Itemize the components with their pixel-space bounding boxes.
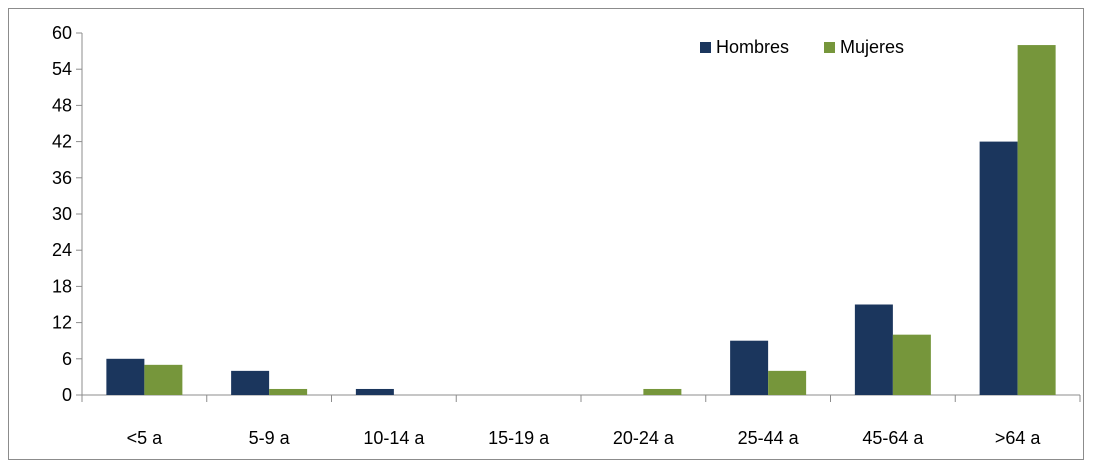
bars	[106, 45, 1056, 396]
y-tick-label: 18	[52, 276, 72, 296]
x-tick-label: 15-19 a	[488, 428, 550, 448]
bar-mujeres-1	[269, 388, 308, 395]
x-axis: <5 a 5-9 a 10-14 a 15-19 a 20-24 a 25-44 a 45-…	[81, 394, 1081, 448]
y-tick-label: 48	[52, 95, 72, 115]
legend-swatch-hombres	[700, 42, 711, 53]
x-tick-label: 45-64 a	[862, 428, 924, 448]
y-tick-label: 12	[52, 313, 72, 333]
legend-label-mujeres: Mujeres	[840, 37, 904, 57]
x-tick-label: 20-24 a	[613, 428, 675, 448]
y-tick-label: 0	[62, 385, 72, 405]
y-tick-label: 6	[62, 349, 72, 369]
bar-hombres-5	[730, 340, 769, 395]
bar-mujeres-5	[768, 370, 807, 395]
bar-hombres-0	[106, 358, 145, 395]
y-tick-label: 24	[52, 240, 72, 260]
bar-mujeres-4	[643, 388, 682, 395]
bar-hombres-7	[979, 141, 1018, 395]
bar-mujeres-7	[1017, 45, 1056, 396]
x-tick-label: 5-9 a	[249, 428, 291, 448]
bar-hombres-1	[231, 370, 270, 395]
bar-hombres-2	[355, 388, 394, 395]
y-tick-label: 30	[52, 204, 72, 224]
x-tick-label: 10-14 a	[363, 428, 425, 448]
bar-hombres-6	[854, 304, 893, 395]
bar-mujeres-0	[144, 364, 183, 395]
x-tick-label: 25-44 a	[738, 428, 800, 448]
y-tick-label: 60	[52, 23, 72, 43]
legend-label-hombres: Hombres	[716, 37, 789, 57]
x-tick-label: <5 a	[127, 428, 164, 448]
y-axis: 0 6 12 18 24 30 36 42 48 54 60	[52, 23, 83, 405]
y-tick-label: 54	[52, 59, 72, 79]
y-tick-label: 42	[52, 132, 72, 152]
x-tick-label: >64 a	[995, 428, 1042, 448]
bar-mujeres-6	[892, 334, 931, 395]
legend-swatch-mujeres	[824, 42, 835, 53]
legend: Hombres Mujeres	[700, 37, 904, 57]
y-tick-label: 36	[52, 168, 72, 188]
